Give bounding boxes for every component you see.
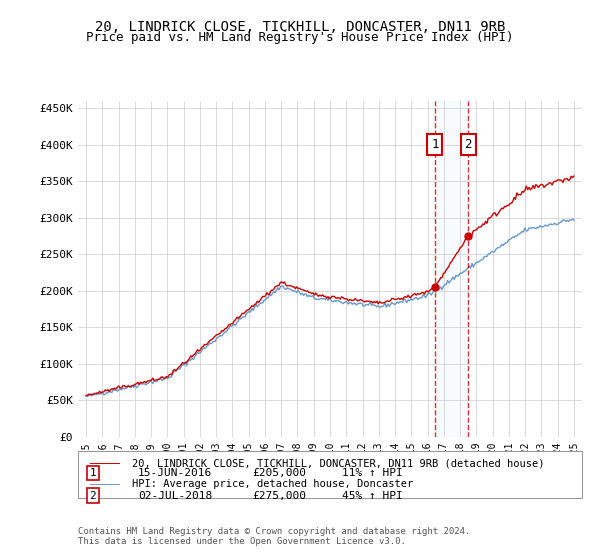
Text: £205,000: £205,000	[252, 468, 306, 478]
Text: £275,000: £275,000	[252, 491, 306, 501]
Text: 2: 2	[89, 491, 97, 501]
Text: Contains HM Land Registry data © Crown copyright and database right 2024.
This d: Contains HM Land Registry data © Crown c…	[78, 526, 470, 546]
Text: 15-JUN-2016: 15-JUN-2016	[138, 468, 212, 478]
Text: 1: 1	[431, 138, 439, 151]
Text: ————: ————	[90, 478, 120, 491]
Text: 45% ↑ HPI: 45% ↑ HPI	[342, 491, 403, 501]
Text: 20, LINDRICK CLOSE, TICKHILL, DONCASTER, DN11 9RB: 20, LINDRICK CLOSE, TICKHILL, DONCASTER,…	[95, 20, 505, 34]
Bar	[435, 101, 468, 437]
Text: 11% ↑ HPI: 11% ↑ HPI	[342, 468, 403, 478]
Text: Price paid vs. HM Land Registry's House Price Index (HPI): Price paid vs. HM Land Registry's House …	[86, 31, 514, 44]
Text: 1: 1	[89, 468, 97, 478]
Text: ————: ————	[90, 456, 120, 470]
Text: 02-JUL-2018: 02-JUL-2018	[138, 491, 212, 501]
Text: 20, LINDRICK CLOSE, TICKHILL, DONCASTER, DN11 9RB (detached house): 20, LINDRICK CLOSE, TICKHILL, DONCASTER,…	[132, 458, 545, 468]
Text: HPI: Average price, detached house, Doncaster: HPI: Average price, detached house, Donc…	[132, 479, 413, 489]
Text: 2: 2	[464, 138, 472, 151]
